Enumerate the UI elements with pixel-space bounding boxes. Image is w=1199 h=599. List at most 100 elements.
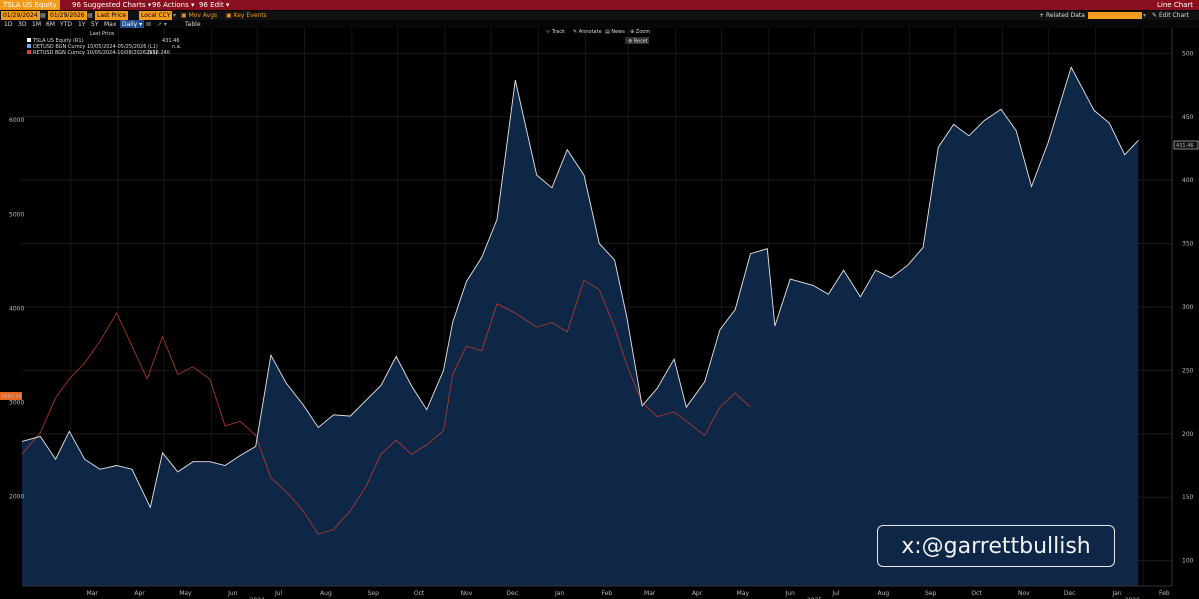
- chevron-down-icon[interactable]: ▾: [1143, 12, 1147, 19]
- period-ytd[interactable]: YTD: [60, 21, 72, 28]
- legend-label-retusd: RETUSD BGN Curncy 10/05/2024-10/08/2026 …: [33, 50, 158, 56]
- right-axis-tick-label: 300: [1182, 304, 1194, 311]
- period-5y[interactable]: 5Y: [91, 21, 99, 28]
- year-label: 2024: [250, 597, 265, 599]
- menu-number-icon: 96: [199, 1, 211, 9]
- reset-button[interactable]: ⊗ Reset: [628, 39, 648, 45]
- legend-swatch-retusd: [27, 50, 31, 54]
- price-chart[interactable]: Mar Apr May Jun Jul Aug Sep Oct Nov Dec Jan Feb Mar A…: [0, 28, 1199, 599]
- left-axis-tick-label: 4000: [9, 305, 24, 312]
- line-style-icon[interactable]: ⊠: [146, 21, 152, 28]
- zoom-tool[interactable]: ⊕ Zoom: [630, 29, 650, 35]
- period-3d[interactable]: 3D: [18, 21, 27, 28]
- legend-label-tsla: TSLA US Equity (R1): [32, 38, 84, 44]
- chart-tools: ⊹ Track ✎ Annotate ▤ News ⊕ Zoom ⊗ Reset: [546, 29, 650, 45]
- x-tick-label: Sep: [925, 590, 937, 597]
- x-tick-label: Apr: [134, 590, 145, 597]
- right-value-tag-text: 431.46: [1176, 143, 1194, 149]
- x-tick-label: Jan: [554, 590, 564, 597]
- left-axis-tick-label: 6000: [9, 117, 24, 124]
- chart-style-icon[interactable]: ↗ ▾: [157, 21, 167, 28]
- top-menu-bar: TSLA US Equity 96 Suggested Charts ▾ 96 …: [0, 0, 1199, 10]
- x-tick-label: Jun: [785, 590, 796, 597]
- security-ticker-field[interactable]: TSLA US Equity: [0, 0, 60, 10]
- watermark-text: x:@garrettbullish: [901, 534, 1091, 559]
- key-events-toggle[interactable]: ▣ Key Events: [226, 12, 267, 19]
- track-tool[interactable]: ⊹ Track: [546, 29, 565, 35]
- left-axis-tick-label: 3000: [9, 400, 24, 407]
- edit-chart-button[interactable]: ✎ Edit Chart: [1152, 12, 1189, 19]
- suggested-charts-menu[interactable]: 96 Suggested Charts ▾: [72, 1, 152, 9]
- news-tool[interactable]: ▤ News: [605, 29, 625, 35]
- chart-axes: Mar Apr May Jun Jul Aug Sep Oct Nov Dec Jan Feb Mar A…: [9, 50, 1194, 599]
- start-date-field[interactable]: 01/29/2024: [1, 11, 40, 20]
- x-tick-label: Oct: [971, 590, 982, 597]
- x-tick-label: Jul: [274, 590, 283, 597]
- mov-avgs-toggle[interactable]: ▣ Mov Avgs: [181, 12, 218, 19]
- chart-legend: Last Price TSLA US Equity (R1) 431.46 DE…: [27, 31, 182, 56]
- calendar-icon[interactable]: ▦: [40, 12, 46, 19]
- frequency-select[interactable]: Daily ▾: [120, 20, 145, 29]
- x-tick-label: Jan: [1111, 590, 1121, 597]
- x-tick-label: Feb: [602, 590, 613, 597]
- edit-menu[interactable]: 96 Edit ▾: [199, 1, 230, 9]
- menu-number-icon: 96: [72, 1, 84, 9]
- period-1y[interactable]: 1Y: [78, 21, 86, 28]
- right-axis-tick-label: 200: [1182, 431, 1194, 438]
- x-tick-label: Oct: [414, 590, 425, 597]
- x-tick-label: Dec: [506, 590, 518, 597]
- right-value-tag: 431.46: [1173, 140, 1199, 150]
- reset-button-bg[interactable]: [625, 37, 649, 44]
- x-tick-label: Aug: [320, 590, 332, 597]
- period-1m[interactable]: 1M: [32, 21, 41, 28]
- year-label: 2025: [807, 597, 822, 599]
- right-axis-tick-label: 350: [1182, 241, 1194, 248]
- chart-type-label: Line Chart: [1157, 1, 1194, 9]
- tsla-series-line: [21, 66, 1139, 509]
- x-tick-label: Jul: [831, 590, 840, 597]
- period-max[interactable]: Max: [104, 21, 117, 28]
- related-data-menu[interactable]: + Related Data: [1039, 12, 1085, 19]
- legend-value-retusd: 2950.240: [146, 50, 170, 56]
- x-tick-label: May: [179, 590, 192, 597]
- price-field-select[interactable]: Last Price: [95, 11, 129, 20]
- checkbox-icon: ▣: [181, 12, 189, 19]
- x-tick-label: Dec: [1064, 590, 1076, 597]
- currency-select[interactable]: Local CCY: [139, 11, 173, 20]
- period-6m[interactable]: 6M: [46, 21, 55, 28]
- table-button[interactable]: Table: [185, 21, 201, 28]
- right-axis-tick-label: 150: [1182, 494, 1194, 501]
- right-axis-tick-label: 100: [1182, 558, 1194, 565]
- x-tick-label: May: [737, 590, 750, 597]
- actions-menu[interactable]: 96 Actions ▾: [152, 1, 195, 9]
- chart-settings-bar: 01/29/2024 ▦ 01/29/2026 ▦ Last Price Loc…: [0, 11, 1199, 20]
- x-tick-label: Mar: [644, 590, 656, 597]
- period-bar: 1D 3D 1M 6M YTD 1Y 5Y Max Daily ▾ ⊠ ↗ ▾ …: [0, 20, 1199, 29]
- retusd-series-line: [21, 279, 751, 535]
- left-value-tag: 2950.24: [0, 392, 22, 400]
- legend-header: Last Price: [90, 31, 114, 37]
- right-axis-tick-label: 250: [1182, 367, 1194, 374]
- end-date-field[interactable]: 01/29/2026: [48, 11, 87, 20]
- legend-swatch-detusd: [27, 44, 31, 48]
- x-tick-label: Sep: [368, 590, 380, 597]
- tsla-area-fill: [22, 67, 1139, 587]
- left-value-tag-text: 2950.24: [1, 394, 22, 400]
- annotate-tool[interactable]: ✎ Annotate: [573, 29, 602, 35]
- legend-value-detusd: n.a.: [172, 44, 182, 50]
- calendar-icon[interactable]: ▦: [87, 12, 93, 19]
- plus-icon: +: [1039, 12, 1046, 19]
- left-axis-tick-label: 5000: [9, 211, 24, 218]
- x-tick-label: Aug: [877, 590, 889, 597]
- x-tick-label: Jun: [227, 590, 238, 597]
- right-axis-tick-label: 400: [1182, 177, 1194, 184]
- x-tick-label: Apr: [692, 590, 703, 597]
- x-tick-label: Nov: [461, 590, 473, 597]
- year-label: 2026: [1125, 597, 1140, 599]
- right-axis-tick-label: 450: [1182, 114, 1194, 121]
- period-1d[interactable]: 1D: [4, 21, 13, 28]
- x-tick-label: Mar: [87, 590, 99, 597]
- chevron-down-icon[interactable]: ▾: [173, 12, 177, 19]
- checkbox-icon: ▣: [226, 12, 234, 19]
- related-data-input[interactable]: [1088, 12, 1142, 19]
